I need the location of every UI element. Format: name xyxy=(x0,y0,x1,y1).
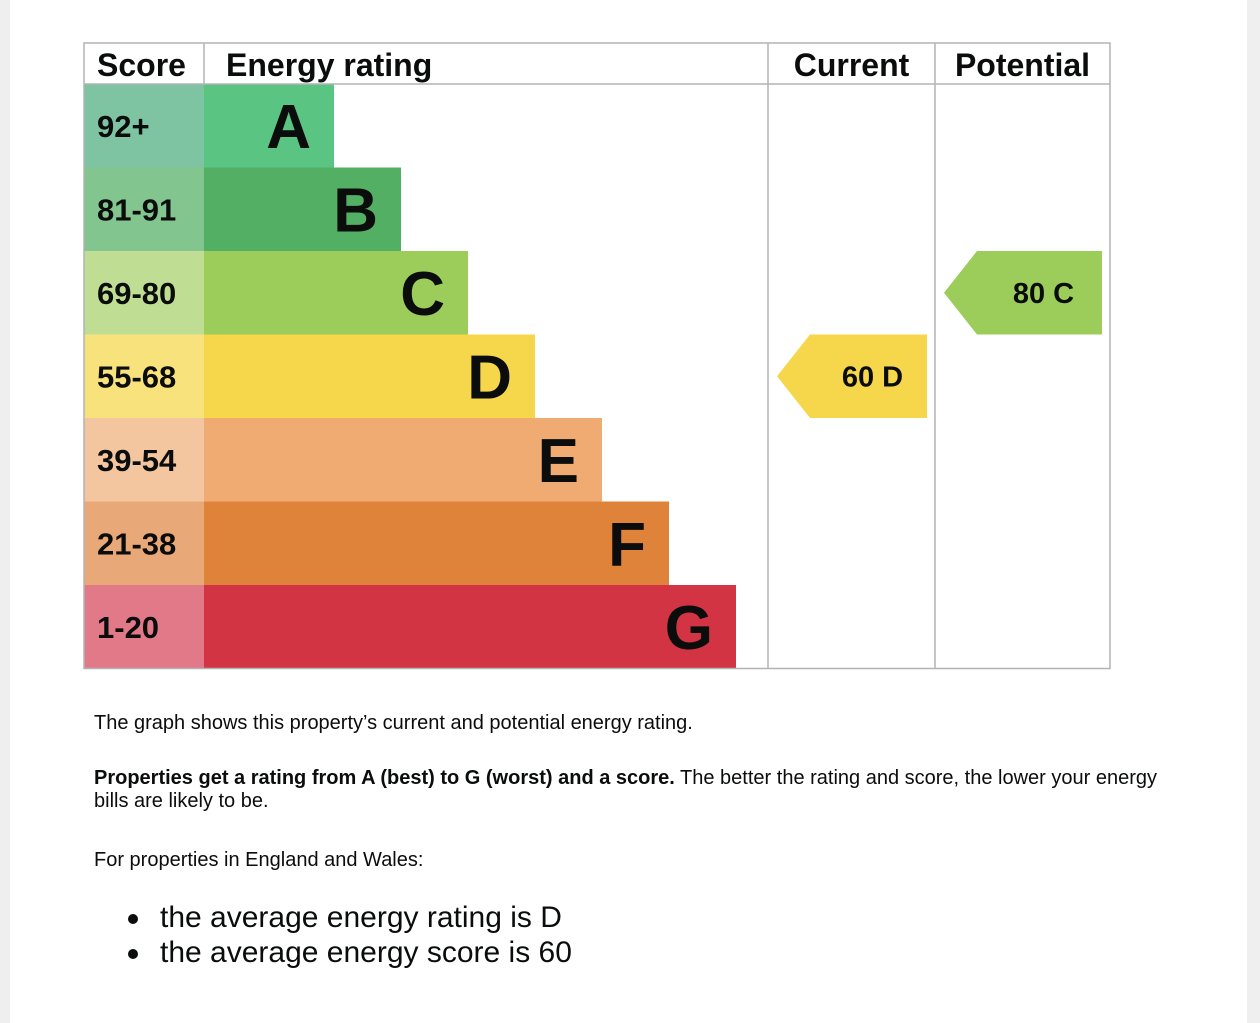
rating-bar-e xyxy=(204,418,602,502)
region-note: For properties in England and Wales: xyxy=(94,849,424,871)
average-rating-item: the average energy rating is D xyxy=(94,900,572,935)
rating-letter-a: A xyxy=(266,93,311,162)
rating-letter-d: D xyxy=(467,343,512,412)
score-range-f: 21-38 xyxy=(97,526,176,561)
score-range-c: 69-80 xyxy=(97,276,176,311)
rating-bar-a xyxy=(204,84,334,168)
potential-header: Potential xyxy=(955,47,1090,83)
current-header: Current xyxy=(794,47,910,83)
rating-bar-c xyxy=(204,251,468,335)
average-rating-text: the average energy rating is D xyxy=(160,901,562,934)
bullet-icon xyxy=(128,949,138,959)
score-cell-a xyxy=(84,84,204,168)
rating-bar-g xyxy=(204,585,736,669)
rating-letter-c: C xyxy=(400,260,445,329)
score-cell-e xyxy=(84,418,204,502)
score-range-a: 92+ xyxy=(97,109,150,144)
score-range-g: 1-20 xyxy=(97,610,159,645)
score-cell-f xyxy=(84,501,204,586)
rating-letter-b: B xyxy=(333,176,378,245)
epc-page: 92+ A 81-91 B 69-80 C 55-68 D 39-54 E 21-38 F 1-20 G S… xyxy=(10,0,1247,1023)
energy-rating-header: Energy rating xyxy=(226,47,432,83)
potential-rating-arrow xyxy=(944,251,1102,335)
rating-letter-e: E xyxy=(538,427,579,496)
potential-rating-label: 80 C xyxy=(1013,278,1074,310)
average-score-text: the average energy score is 60 xyxy=(160,936,572,969)
energy-rating-chart: 92+ A 81-91 B 69-80 C 55-68 D 39-54 E 21-38 F 1-20 G S… xyxy=(83,42,1111,670)
rating-bar-d xyxy=(204,334,535,419)
score-cell-c xyxy=(84,251,204,335)
bullet-icon xyxy=(128,914,138,924)
rating-letter-f: F xyxy=(608,510,646,579)
score-cell-d xyxy=(84,334,204,419)
rating-explanation: Properties get a rating from A (best) to… xyxy=(94,767,1194,813)
rating-letter-g: G xyxy=(665,594,713,663)
score-cell-b xyxy=(84,167,204,252)
chart-frame xyxy=(83,42,1111,670)
score-cell-g xyxy=(84,585,204,669)
rating-bar-f xyxy=(204,501,669,586)
rating-explanation-bold: Properties get a rating from A (best) to… xyxy=(94,767,675,789)
current-rating-label: 60 D xyxy=(842,361,903,393)
score-range-d: 55-68 xyxy=(97,359,176,394)
current-rating-arrow xyxy=(777,334,927,418)
score-header: Score xyxy=(97,47,186,83)
score-range-e: 39-54 xyxy=(97,443,177,478)
averages-list: the average energy rating is D the avera… xyxy=(94,900,572,970)
rating-bar-b xyxy=(204,167,401,252)
average-score-item: the average energy score is 60 xyxy=(94,935,572,970)
graph-description: The graph shows this property’s current … xyxy=(94,712,693,734)
score-range-b: 81-91 xyxy=(97,192,176,227)
rating-explanation-rest: The better the rating and score, the low… xyxy=(94,767,1157,812)
